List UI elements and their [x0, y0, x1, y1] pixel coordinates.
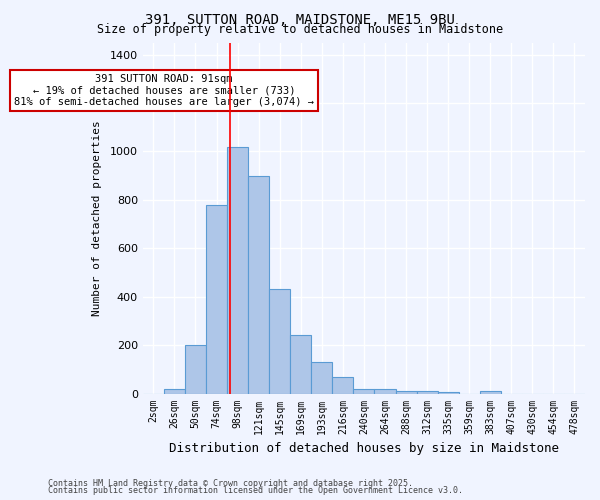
Bar: [395, 391, 416, 394]
Bar: [374, 388, 395, 394]
Bar: [248, 176, 269, 394]
Bar: [353, 388, 374, 394]
Bar: [311, 362, 332, 394]
Bar: [206, 204, 227, 394]
Bar: [185, 345, 206, 394]
Bar: [480, 391, 501, 394]
Text: Contains HM Land Registry data © Crown copyright and database right 2025.: Contains HM Land Registry data © Crown c…: [48, 478, 413, 488]
X-axis label: Distribution of detached houses by size in Maidstone: Distribution of detached houses by size …: [169, 442, 559, 455]
Text: 391, SUTTON ROAD, MAIDSTONE, ME15 9BU: 391, SUTTON ROAD, MAIDSTONE, ME15 9BU: [145, 12, 455, 26]
Y-axis label: Number of detached properties: Number of detached properties: [92, 120, 101, 316]
Bar: [227, 146, 248, 394]
Bar: [269, 290, 290, 394]
Text: Size of property relative to detached houses in Maidstone: Size of property relative to detached ho…: [97, 22, 503, 36]
Text: 391 SUTTON ROAD: 91sqm
← 19% of detached houses are smaller (733)
81% of semi-de: 391 SUTTON ROAD: 91sqm ← 19% of detached…: [14, 74, 314, 107]
Bar: [164, 388, 185, 394]
Bar: [290, 336, 311, 394]
Bar: [416, 391, 437, 394]
Text: Contains public sector information licensed under the Open Government Licence v3: Contains public sector information licen…: [48, 486, 463, 495]
Bar: [332, 376, 353, 394]
Bar: [437, 392, 458, 394]
